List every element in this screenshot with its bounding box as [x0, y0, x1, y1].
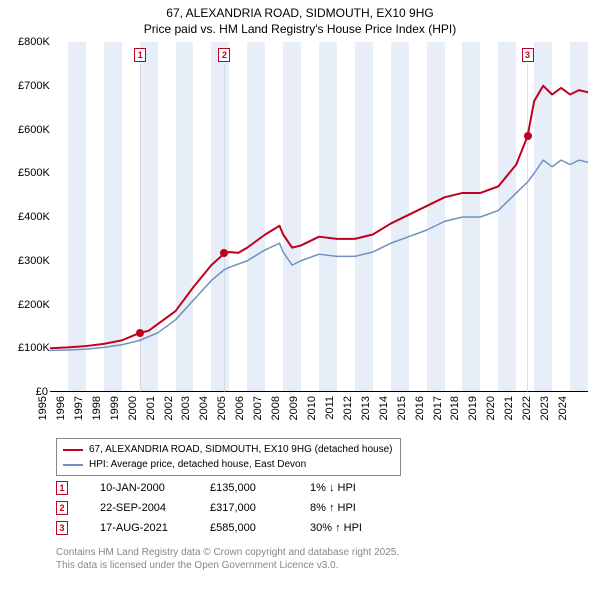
y-tick-label: £700K [18, 80, 48, 92]
sales-table: 1 10-JAN-2000£135,0001% ↓ HPI 2 22-SEP-2004… [56, 478, 410, 538]
y-tick-label: £500K [18, 167, 48, 179]
title-line2: Price paid vs. HM Land Registry's House … [0, 22, 600, 38]
chart-title: 67, ALEXANDRIA ROAD, SIDMOUTH, EX10 9HG … [0, 0, 600, 37]
sale-marker-2: 2 [218, 48, 230, 62]
attribution-line1: Contains HM Land Registry data © Crown c… [56, 546, 399, 559]
y-tick-label: £800K [18, 36, 48, 48]
title-line1: 67, ALEXANDRIA ROAD, SIDMOUTH, EX10 9HG [0, 6, 600, 22]
chart-area: £0£100K£200K£300K£400K£500K£600K£700K£80… [18, 42, 588, 422]
y-tick-label: £300K [18, 255, 48, 267]
sale-row-marker: 3 [56, 521, 68, 535]
sale-row: 1 10-JAN-2000£135,0001% ↓ HPI [56, 478, 410, 498]
legend-label: 67, ALEXANDRIA ROAD, SIDMOUTH, EX10 9HG … [89, 442, 392, 457]
plot-region: 1 2 3 [50, 42, 588, 392]
legend-label: HPI: Average price, detached house, East… [89, 457, 306, 472]
sale-row-marker: 2 [56, 501, 68, 515]
sale-row: 2 22-SEP-2004£317,0008% ↑ HPI [56, 498, 410, 518]
sale-price: £135,000 [210, 482, 310, 494]
legend-row: 67, ALEXANDRIA ROAD, SIDMOUTH, EX10 9HG … [63, 442, 392, 457]
series-line-hpi [50, 160, 588, 350]
legend-row: HPI: Average price, detached house, East… [63, 457, 392, 472]
sale-price: £317,000 [210, 502, 310, 514]
legend-swatch [63, 449, 83, 451]
sale-date: 22-SEP-2004 [100, 502, 210, 514]
sale-point-dot [524, 132, 532, 140]
legend: 67, ALEXANDRIA ROAD, SIDMOUTH, EX10 9HG … [56, 438, 401, 476]
sale-hpi: 8% ↑ HPI [310, 502, 410, 514]
sale-marker-3: 3 [522, 48, 534, 62]
sale-point-dot [136, 329, 144, 337]
sale-row-marker: 1 [56, 481, 68, 495]
sale-row: 3 17-AUG-2021£585,00030% ↑ HPI [56, 518, 410, 538]
sale-hpi: 30% ↑ HPI [310, 522, 410, 534]
y-tick-label: £200K [18, 299, 48, 311]
sale-date: 10-JAN-2000 [100, 482, 210, 494]
legend-swatch [63, 464, 83, 466]
attribution-line2: This data is licensed under the Open Gov… [56, 559, 399, 572]
y-tick-label: £400K [18, 211, 48, 223]
plot-svg [50, 42, 588, 392]
y-tick-label: £100K [18, 342, 48, 354]
sale-price: £585,000 [210, 522, 310, 534]
series-line-property [50, 86, 588, 349]
sale-hpi: 1% ↓ HPI [310, 482, 410, 494]
y-tick-label: £600K [18, 124, 48, 136]
attribution: Contains HM Land Registry data © Crown c… [56, 546, 399, 572]
x-tick-label: 2024 [557, 396, 583, 420]
sale-marker-1: 1 [134, 48, 146, 62]
sale-date: 17-AUG-2021 [100, 522, 210, 534]
chart-container: 67, ALEXANDRIA ROAD, SIDMOUTH, EX10 9HG … [0, 0, 600, 590]
sale-point-dot [220, 249, 228, 257]
